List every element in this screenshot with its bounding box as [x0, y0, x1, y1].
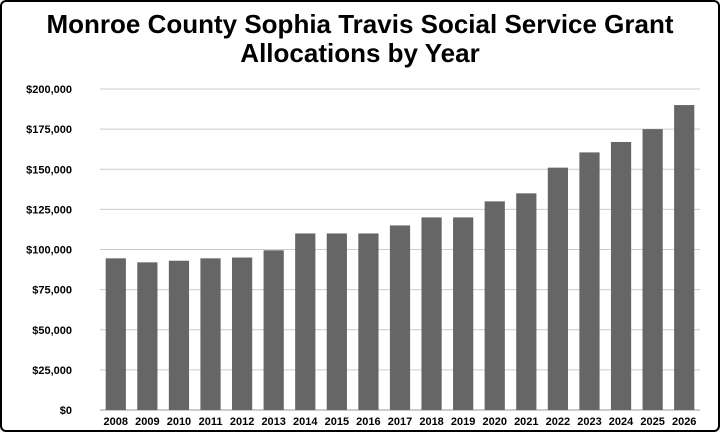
bar-2019: [453, 217, 474, 410]
bar-2015: [326, 233, 347, 410]
x-tick-label: 2023: [577, 416, 601, 428]
y-tick-label: $200,000: [26, 84, 72, 96]
bar-2009: [137, 262, 158, 410]
x-tick-label: 2017: [388, 416, 412, 428]
y-tick-label: $100,000: [26, 245, 72, 257]
bar-2022: [547, 167, 568, 410]
y-tick-label: $125,000: [26, 204, 72, 216]
chart-title-line-2: Allocations by Year: [240, 38, 480, 68]
chart-title: Monroe County Sophia Travis Social Servi…: [2, 10, 718, 68]
bar-2025: [642, 129, 663, 410]
x-tick-label: 2008: [104, 416, 128, 428]
x-tick-label: 2025: [640, 416, 664, 428]
bar-2024: [610, 141, 632, 410]
bar-2014: [295, 233, 316, 410]
y-axis-labels: $0 $25,000 $50,000 $75,000 $100,000 $125,000 $…: [26, 84, 72, 417]
bars: [105, 105, 695, 411]
bar-2011: [200, 258, 221, 410]
bar-2008: [105, 258, 126, 410]
x-tick-label: 2016: [356, 416, 380, 428]
x-tick-label: 2013: [261, 416, 285, 428]
y-tick-label: $50,000: [32, 325, 72, 337]
x-tick-label: 2022: [546, 416, 570, 428]
x-tick-label: 2018: [419, 416, 443, 428]
y-tick-label: $0: [60, 405, 72, 417]
x-tick-label: 2010: [167, 416, 191, 428]
x-tick-label: 2021: [514, 416, 538, 428]
x-tick-label: 2015: [325, 416, 349, 428]
x-tick-label: 2024: [609, 416, 634, 428]
x-tick-label: 2019: [451, 416, 475, 428]
bar-2016: [358, 233, 379, 410]
y-tick-label: $175,000: [26, 124, 72, 136]
x-tick-label: 2012: [230, 416, 254, 428]
y-tick-label: $75,000: [32, 285, 72, 297]
bar-2012: [232, 257, 253, 410]
bar-2021: [516, 193, 537, 410]
bar-2013: [263, 250, 284, 410]
x-tick-label: 2026: [672, 416, 696, 428]
bar-2017: [389, 225, 411, 410]
bar-2010: [168, 260, 190, 410]
y-tick-label: $25,000: [32, 365, 72, 377]
x-axis-labels: 2008 2009 2010 2011 2012 2013 2014 2015 2016 2017…: [104, 416, 697, 428]
x-tick-label: 2020: [482, 416, 506, 428]
bar-2026: [674, 105, 695, 411]
chart-title-line-1: Monroe County Sophia Travis Social Servi…: [46, 9, 674, 39]
x-tick-label: 2011: [199, 416, 223, 428]
y-tick-label: $150,000: [26, 164, 72, 176]
bar-2018: [421, 217, 442, 410]
bar-2020: [484, 201, 505, 410]
bar-2023: [579, 152, 600, 410]
x-tick-label: 2009: [135, 416, 159, 428]
x-tick-label: 2014: [293, 416, 318, 428]
